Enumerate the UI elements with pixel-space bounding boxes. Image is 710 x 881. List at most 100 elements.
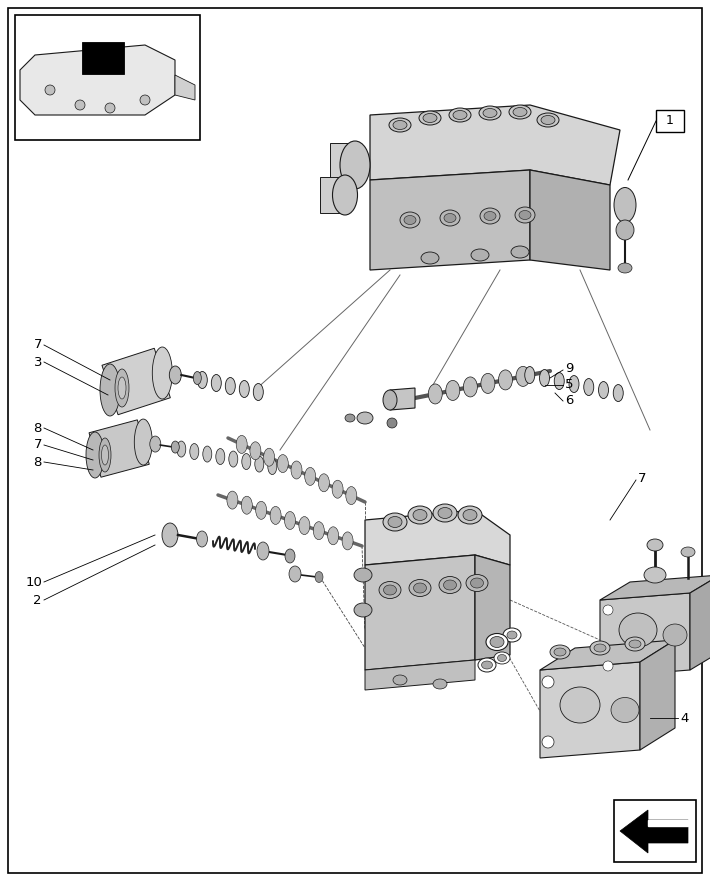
- Ellipse shape: [332, 175, 358, 215]
- Ellipse shape: [419, 111, 441, 125]
- Ellipse shape: [471, 578, 484, 588]
- Ellipse shape: [190, 443, 199, 460]
- Ellipse shape: [613, 384, 623, 402]
- Ellipse shape: [99, 438, 111, 472]
- Ellipse shape: [357, 412, 373, 424]
- Ellipse shape: [525, 366, 535, 383]
- Ellipse shape: [278, 455, 288, 472]
- Ellipse shape: [212, 374, 222, 391]
- Bar: [320, 177, 348, 213]
- Ellipse shape: [255, 456, 264, 472]
- Ellipse shape: [171, 441, 180, 453]
- Ellipse shape: [458, 506, 482, 524]
- Polygon shape: [365, 510, 510, 565]
- Circle shape: [140, 95, 150, 105]
- Ellipse shape: [318, 474, 329, 492]
- Ellipse shape: [354, 568, 372, 582]
- Ellipse shape: [305, 468, 316, 485]
- Text: 7: 7: [33, 439, 42, 451]
- Polygon shape: [20, 45, 175, 115]
- Polygon shape: [175, 75, 195, 100]
- Ellipse shape: [433, 504, 457, 522]
- Ellipse shape: [509, 105, 531, 119]
- Ellipse shape: [253, 383, 263, 401]
- Ellipse shape: [404, 216, 416, 225]
- Text: 7: 7: [638, 471, 647, 485]
- Ellipse shape: [203, 446, 212, 462]
- Ellipse shape: [471, 249, 489, 261]
- Polygon shape: [648, 820, 688, 826]
- Ellipse shape: [555, 373, 564, 389]
- Ellipse shape: [328, 527, 339, 544]
- Ellipse shape: [519, 211, 531, 219]
- Ellipse shape: [379, 581, 401, 598]
- Ellipse shape: [681, 547, 695, 557]
- Polygon shape: [620, 810, 688, 853]
- Ellipse shape: [486, 633, 508, 650]
- Ellipse shape: [444, 580, 457, 590]
- Circle shape: [603, 605, 613, 615]
- Ellipse shape: [393, 121, 407, 130]
- Ellipse shape: [289, 566, 301, 582]
- Ellipse shape: [483, 108, 497, 117]
- Bar: [330, 143, 358, 187]
- Ellipse shape: [421, 252, 439, 264]
- Ellipse shape: [229, 451, 238, 467]
- Ellipse shape: [241, 496, 252, 515]
- Ellipse shape: [619, 613, 657, 647]
- Circle shape: [387, 418, 397, 428]
- Polygon shape: [365, 555, 475, 670]
- Ellipse shape: [150, 436, 160, 452]
- Ellipse shape: [383, 390, 397, 410]
- Ellipse shape: [408, 506, 432, 524]
- Ellipse shape: [197, 372, 207, 389]
- Ellipse shape: [388, 516, 402, 528]
- Ellipse shape: [629, 640, 641, 648]
- Ellipse shape: [599, 381, 608, 398]
- Polygon shape: [540, 662, 640, 758]
- Text: 8: 8: [33, 421, 42, 434]
- Ellipse shape: [466, 574, 488, 591]
- Ellipse shape: [560, 687, 600, 723]
- Ellipse shape: [446, 381, 460, 401]
- Polygon shape: [390, 388, 415, 410]
- Ellipse shape: [507, 631, 517, 639]
- Ellipse shape: [594, 644, 606, 652]
- Ellipse shape: [480, 208, 500, 224]
- Ellipse shape: [102, 445, 109, 465]
- Ellipse shape: [616, 220, 634, 240]
- Ellipse shape: [541, 115, 555, 124]
- Bar: [15, 15, 200, 140]
- Ellipse shape: [299, 516, 310, 535]
- Ellipse shape: [389, 118, 411, 132]
- Ellipse shape: [494, 652, 510, 664]
- Ellipse shape: [162, 523, 178, 547]
- Ellipse shape: [313, 522, 324, 540]
- Polygon shape: [600, 593, 690, 677]
- Ellipse shape: [515, 207, 535, 223]
- Ellipse shape: [663, 624, 687, 646]
- Ellipse shape: [239, 381, 249, 397]
- Text: 5: 5: [565, 377, 574, 390]
- Ellipse shape: [285, 512, 295, 529]
- Text: 2: 2: [33, 594, 42, 606]
- Ellipse shape: [383, 513, 407, 531]
- Ellipse shape: [268, 458, 277, 475]
- Ellipse shape: [537, 113, 559, 127]
- Ellipse shape: [618, 263, 632, 273]
- Ellipse shape: [423, 114, 437, 122]
- Ellipse shape: [242, 454, 251, 470]
- Ellipse shape: [393, 675, 407, 685]
- Ellipse shape: [383, 585, 396, 595]
- Ellipse shape: [118, 377, 126, 399]
- Ellipse shape: [197, 531, 207, 547]
- Ellipse shape: [342, 532, 353, 550]
- Ellipse shape: [177, 441, 186, 457]
- Ellipse shape: [516, 366, 530, 387]
- Ellipse shape: [439, 576, 461, 594]
- Ellipse shape: [413, 509, 427, 521]
- Text: 7: 7: [33, 338, 42, 352]
- Polygon shape: [640, 640, 675, 750]
- Text: 10: 10: [25, 575, 42, 589]
- Ellipse shape: [270, 507, 281, 524]
